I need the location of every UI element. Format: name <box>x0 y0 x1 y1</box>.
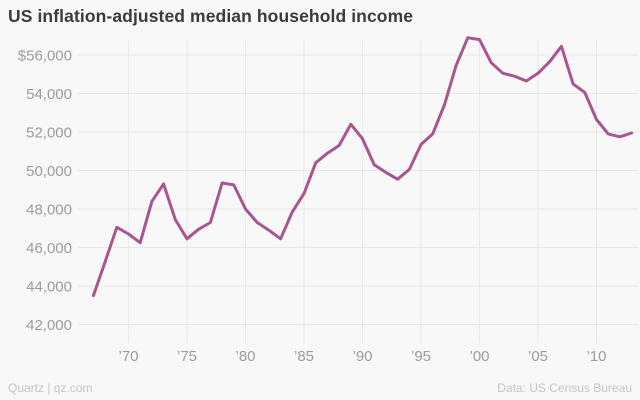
x-axis-tick-label: ’70 <box>118 348 138 365</box>
chart-title: US inflation-adjusted median household i… <box>8 6 414 26</box>
gridlines <box>78 40 638 343</box>
x-axis-tick-label: ’85 <box>294 348 314 365</box>
y-axis-tick-label: 44,000 <box>26 279 72 296</box>
y-axis-tick-label: 48,000 <box>26 202 72 219</box>
median-income-line <box>91 36 634 298</box>
x-axis-tick-label: ’00 <box>469 348 489 365</box>
x-axis-tick-label: ’05 <box>528 348 548 365</box>
data-source: Data: US Census Bureau <box>497 381 632 395</box>
y-axis-tick-label: 52,000 <box>26 125 72 142</box>
quartz-credit: Quartz | qz.com <box>8 381 93 395</box>
y-axis-tick-label: $56,000 <box>18 48 72 65</box>
y-axis-tick-label: 46,000 <box>26 240 72 257</box>
axis-labels: $56,000 54,000 52,000 50,000 48,000 46,000 44,… <box>18 48 607 366</box>
x-axis-tick-label: ’80 <box>235 348 255 365</box>
x-axis-tick-label: ’75 <box>177 348 197 365</box>
chart-footer: Quartz | qz.com Data: US Census Bureau <box>8 381 632 395</box>
y-axis-tick-label: 50,000 <box>26 163 72 180</box>
x-axis-tick-label: ’10 <box>586 348 606 365</box>
y-axis-tick-label: 42,000 <box>26 317 72 334</box>
x-axis-tick-label: ’95 <box>411 348 431 365</box>
x-axis-tick-label: ’90 <box>352 348 372 365</box>
y-axis-tick-label: 54,000 <box>26 86 72 103</box>
